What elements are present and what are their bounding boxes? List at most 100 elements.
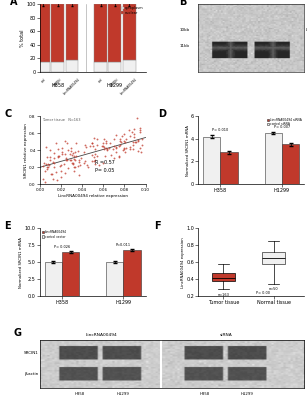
Text: n=163: n=163: [218, 293, 229, 297]
Text: P= 0.007: P= 0.007: [274, 124, 290, 128]
Point: [47, 154, 52, 160]
Text: P= 0.026: P= 0.026: [54, 245, 70, 249]
Point: [67, 151, 72, 158]
Point: [72, 157, 77, 163]
Point: [52, 164, 56, 170]
Point: [58, 174, 63, 180]
Point: [91, 153, 96, 160]
Text: B: B: [179, 0, 187, 7]
Point: [70, 150, 75, 156]
Point: [114, 132, 119, 138]
Bar: [282, 144, 299, 184]
Point: [58, 167, 63, 174]
Text: E: E: [4, 222, 11, 232]
Point: [82, 159, 87, 166]
Text: P= 0.010: P= 0.010: [212, 128, 228, 132]
Bar: [62, 252, 79, 296]
Point: [57, 153, 62, 159]
Point: [96, 162, 101, 168]
Text: LincRNA00494: LincRNA00494: [120, 78, 138, 96]
Bar: [123, 60, 135, 72]
Point: [116, 154, 121, 161]
Point: [70, 160, 75, 167]
Point: [69, 145, 74, 152]
Point: [90, 158, 95, 165]
Point: [69, 160, 74, 166]
Point: [137, 124, 142, 131]
Text: SRCIN1: SRCIN1: [24, 351, 39, 355]
Point: [72, 164, 76, 170]
Point: [138, 148, 143, 155]
Y-axis label: Normalized SRCIN1 mRNA: Normalized SRCIN1 mRNA: [186, 125, 190, 176]
Bar: [220, 152, 238, 184]
Text: ctrl: ctrl: [97, 78, 104, 84]
Point: [52, 160, 56, 166]
Bar: [45, 262, 62, 296]
Text: LincRNA00494: LincRNA00494: [63, 78, 81, 96]
Point: [124, 136, 129, 142]
Point: [51, 176, 56, 182]
Text: 10kb: 10kb: [180, 28, 190, 32]
Text: n=50: n=50: [269, 287, 278, 291]
Point: [121, 146, 126, 153]
Point: [76, 163, 81, 169]
Text: C: C: [4, 109, 11, 119]
Point: [138, 145, 143, 152]
Point: [58, 162, 63, 168]
Point: [47, 157, 52, 163]
Point: [74, 140, 79, 146]
Text: P=0.011: P=0.011: [116, 243, 131, 247]
Legend: LincRNA00494 siRNA, control siRNA: LincRNA00494 siRNA, control siRNA: [267, 118, 302, 127]
Text: H358: H358: [74, 392, 85, 396]
Point: [72, 148, 77, 155]
Text: β-actin: β-actin: [25, 372, 39, 376]
Point: [90, 140, 95, 146]
Point: [104, 147, 109, 153]
Point: [92, 157, 97, 163]
Point: [118, 138, 123, 145]
Text: H1299: H1299: [116, 392, 129, 396]
Point: [101, 144, 106, 150]
Point: [45, 163, 50, 170]
Point: [100, 143, 105, 149]
PathPatch shape: [262, 252, 285, 264]
Point: [87, 143, 92, 150]
Point: [49, 170, 54, 177]
Point: [47, 147, 52, 154]
Point: [76, 172, 81, 178]
Bar: [106, 262, 123, 296]
Point: [72, 153, 77, 160]
Bar: [51, 62, 64, 72]
Point: [117, 153, 122, 160]
Point: [140, 136, 145, 142]
Point: [72, 164, 77, 170]
Point: [76, 148, 81, 155]
Text: G: G: [14, 328, 21, 338]
Bar: [108, 4, 121, 62]
Point: [93, 150, 98, 157]
Point: [77, 159, 82, 165]
Point: [114, 144, 119, 150]
Point: [71, 156, 76, 162]
Text: ctrl: ctrl: [40, 78, 47, 84]
Point: [118, 136, 123, 142]
Point: [83, 142, 88, 148]
Point: [135, 115, 140, 121]
Point: [62, 170, 67, 176]
Point: [104, 145, 109, 152]
Point: [79, 155, 84, 162]
Point: [108, 140, 113, 146]
Point: [63, 150, 68, 157]
Point: [127, 126, 132, 133]
Point: [43, 144, 48, 150]
Point: [103, 152, 108, 159]
Point: [89, 140, 94, 146]
Point: [83, 157, 88, 164]
Point: [84, 162, 89, 168]
Point: [55, 146, 60, 152]
Text: P= 0.05: P= 0.05: [95, 168, 114, 173]
Point: [86, 164, 91, 171]
Point: [100, 160, 105, 166]
Text: GAPDH: GAPDH: [52, 78, 63, 88]
Point: [43, 168, 48, 174]
